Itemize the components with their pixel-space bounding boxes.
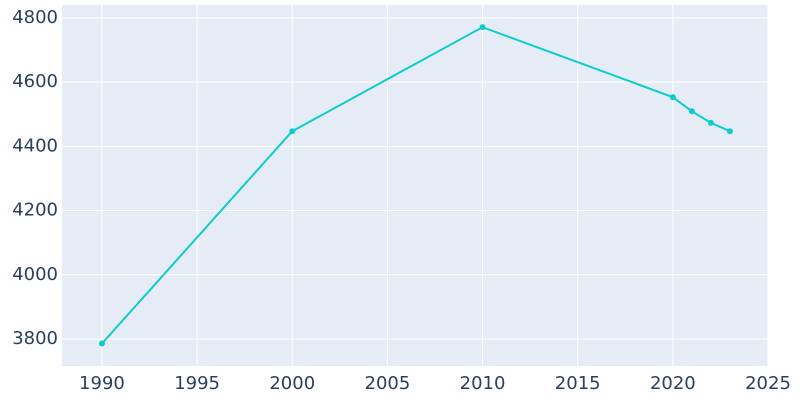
marker — [479, 24, 486, 31]
x-tick-label: 2000 — [269, 373, 315, 394]
y-tick-label: 4200 — [12, 200, 58, 221]
marker — [688, 108, 695, 115]
x-tick-label: 2020 — [650, 373, 696, 394]
y-tick-label: 4600 — [12, 71, 58, 92]
marker — [289, 128, 296, 135]
x-tick-label: 2010 — [460, 373, 506, 394]
plot-area — [62, 5, 768, 366]
marker — [669, 94, 676, 101]
marker — [98, 340, 105, 347]
y-tick-label: 4800 — [12, 7, 58, 28]
x-tick-label: 1990 — [79, 373, 125, 394]
marker — [726, 128, 733, 135]
y-tick-label: 3800 — [12, 328, 58, 349]
marker — [707, 119, 714, 126]
x-tick-label: 2025 — [745, 373, 791, 394]
x-tick-label: 1995 — [174, 373, 220, 394]
x-tick-label: 2015 — [555, 373, 601, 394]
x-tick-label: 2005 — [365, 373, 411, 394]
y-tick-label: 4400 — [12, 135, 58, 156]
y-tick-label: 4000 — [12, 264, 58, 285]
